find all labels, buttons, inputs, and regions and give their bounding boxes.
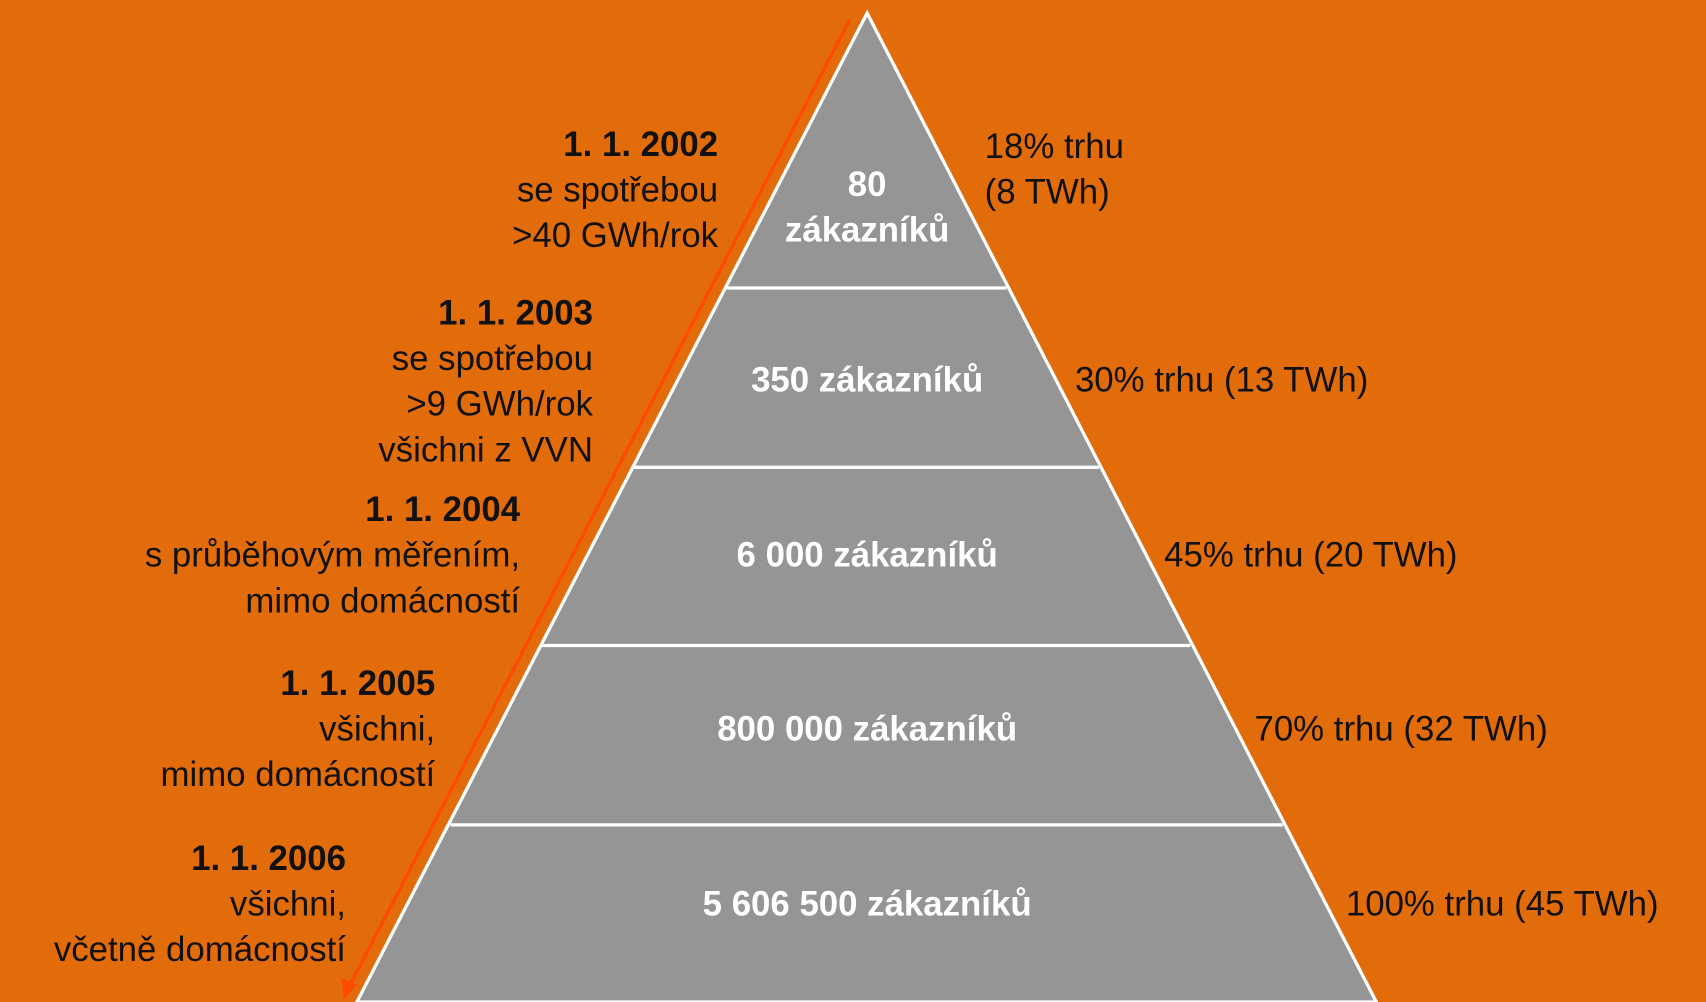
description: s průběhovým měřením, <box>145 537 520 575</box>
description: >9 GWh/rok <box>406 386 593 424</box>
description: všichni, <box>319 711 435 749</box>
description: >40 GWh/rok <box>512 217 719 255</box>
market-share: (8 TWh) <box>985 174 1110 212</box>
pyramid <box>355 9 1379 1002</box>
description: mimo domácností <box>245 582 520 620</box>
arrowhead <box>341 978 357 1000</box>
date: 1. 1. 2004 <box>365 491 520 529</box>
market-share: 45% trhu (20 TWh) <box>1164 537 1457 575</box>
description: všichni, <box>230 886 346 924</box>
description: se spotřebou <box>392 340 593 378</box>
description: včetně domácností <box>54 931 346 969</box>
date: 1. 1. 2005 <box>280 665 435 703</box>
customers: 350 zákazníků <box>751 362 983 400</box>
market-share: 18% trhu <box>985 128 1124 166</box>
labels: 1. 1. 2002 se spotřebou >40 GWh/rok 80 zákaz… <box>54 126 1659 969</box>
customers: 80 <box>848 166 887 204</box>
description: mimo domácností <box>161 756 436 794</box>
description: se spotřebou <box>517 172 718 210</box>
customers: zákazníků <box>785 212 949 250</box>
date: 1. 1. 2003 <box>438 294 593 332</box>
customers: 5 606 500 zákazníků <box>703 886 1032 924</box>
customers: 800 000 zákazníků <box>717 711 1017 749</box>
date: 1. 1. 2002 <box>563 126 718 164</box>
description: všichni z VVN <box>378 431 593 469</box>
date: 1. 1. 2006 <box>191 840 346 878</box>
dividers <box>450 286 1283 827</box>
market-share: 100% trhu (45 TWh) <box>1346 886 1659 924</box>
timeline-arrow <box>348 18 852 986</box>
market-share: 70% trhu (32 TWh) <box>1254 711 1547 749</box>
market-share: 30% trhu (13 TWh) <box>1075 362 1368 400</box>
customers: 6 000 zákazníků <box>737 537 998 575</box>
